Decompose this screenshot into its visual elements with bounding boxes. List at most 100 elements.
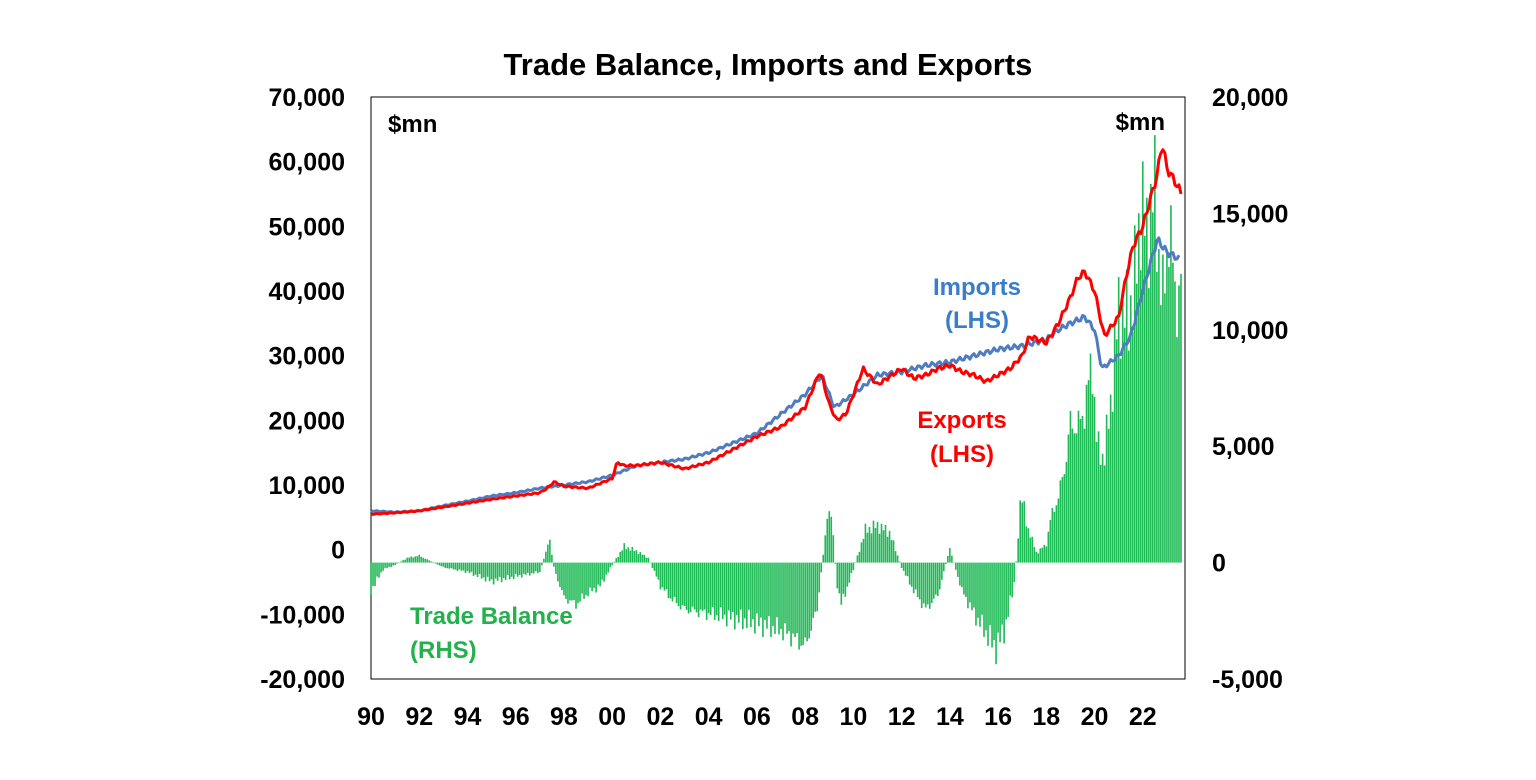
trade-balance-bar xyxy=(979,562,981,627)
trade-balance-bar xyxy=(729,562,732,620)
x-tick-label: 04 xyxy=(695,703,723,731)
trade-balance-bar xyxy=(1005,562,1007,620)
trade-balance-bar xyxy=(446,562,449,569)
trade-balance-bar xyxy=(1035,551,1038,563)
trade-balance-bar xyxy=(641,554,644,563)
trade-balance-bar xyxy=(665,562,668,590)
trade-balance-bar xyxy=(715,562,718,616)
trade-balance-bar xyxy=(565,562,567,599)
trade-balance-bar xyxy=(894,551,897,563)
trade-balance-bar xyxy=(985,562,987,631)
trade-balance-bar xyxy=(800,562,802,646)
trade-balance-bar xyxy=(1139,270,1142,563)
trade-balance-bar xyxy=(1093,396,1096,563)
trade-balance-bar xyxy=(629,550,632,563)
trade-balance-bar xyxy=(597,562,599,585)
trade-balance-bar xyxy=(760,562,762,618)
trade-balance-bar xyxy=(591,562,593,592)
trade-balance-bar xyxy=(478,562,481,574)
trade-balance-bar xyxy=(1077,410,1080,563)
trade-balance-bar xyxy=(822,554,825,563)
trade-balance-bar xyxy=(452,562,455,570)
trade-balance-bar xyxy=(866,532,869,563)
trade-balance-bar xyxy=(1051,507,1054,563)
trade-balance-bar xyxy=(476,562,479,577)
trade-balance-bar xyxy=(872,520,875,563)
trade-balance-bar xyxy=(464,562,467,573)
trade-balance-bar xyxy=(683,562,686,606)
trade-balance-bar xyxy=(1021,502,1024,563)
x-tick-label: 20 xyxy=(1081,703,1109,731)
trade-balance-bar xyxy=(874,528,877,563)
trade-balance-bar xyxy=(657,562,660,580)
trade-balance-bar xyxy=(500,562,503,583)
trade-balance-bar xyxy=(585,562,587,596)
trade-balance-bar xyxy=(804,562,806,638)
trade-balance-bar xyxy=(1023,501,1026,563)
trade-balance-bar xyxy=(1037,553,1040,563)
trade-balance-bar xyxy=(1027,528,1030,563)
trade-balance-bar xyxy=(450,562,453,569)
trade-balance-bar xyxy=(579,562,581,602)
trade-balance-bar xyxy=(388,562,390,567)
trade-balance-bar xyxy=(557,562,559,582)
trade-balance-bar xyxy=(635,550,638,563)
trade-balance-bar xyxy=(890,540,893,563)
trade-balance-bar xyxy=(502,562,505,579)
trade-balance-bar xyxy=(1127,350,1130,563)
trade-balance-bar xyxy=(1013,562,1015,583)
trade-balance-bar xyxy=(1003,562,1005,644)
trade-balance-bar xyxy=(1033,547,1036,563)
trade-balance-bar xyxy=(567,562,569,604)
trade-balance-bar xyxy=(973,562,975,608)
trade-balance-bar xyxy=(1152,212,1154,563)
trade-balance-bar xyxy=(627,547,630,563)
x-tick-label: 90 xyxy=(357,703,385,731)
trade-balance-bar xyxy=(1081,415,1084,563)
trade-balance-bar xyxy=(1047,531,1050,563)
trade-balance-bar xyxy=(1039,548,1042,563)
trade-balance-bar xyxy=(1133,225,1136,563)
trade-balance-bar xyxy=(858,551,861,563)
trade-balance-bar xyxy=(924,562,927,608)
trade-balance-bar xyxy=(1180,273,1182,563)
trade-balance-bar xyxy=(458,562,461,570)
trade-balance-bar xyxy=(945,562,947,565)
trade-balance-bar xyxy=(539,562,541,573)
trade-balance-bar xyxy=(824,535,827,563)
trade-balance-bar xyxy=(506,562,509,576)
trade-balance-bar xyxy=(955,562,957,570)
trade-balance-bar xyxy=(908,562,911,585)
trade-balance-bar xyxy=(1049,519,1052,563)
trade-balance-bar xyxy=(878,533,881,563)
trade-balance-bar xyxy=(1115,339,1118,563)
trade-balance-bar xyxy=(721,562,724,620)
trade-balance-bar xyxy=(864,523,867,563)
trade-balance-bar xyxy=(892,540,895,563)
trade-balance-bar xyxy=(727,562,730,611)
trade-balance-bar xyxy=(581,562,583,594)
trade-balance-bar xyxy=(784,562,786,624)
trade-balance-bar xyxy=(977,562,979,618)
trade-balance-bar xyxy=(733,562,736,630)
x-axis: 90 92 94 96 98 00 02 04 06 08 10 12 14 16 18 20 22 xyxy=(357,703,1157,731)
trade-balance-bar xyxy=(1053,511,1056,563)
right-tick-label: 10,000 xyxy=(1212,317,1288,345)
trade-balance-bar xyxy=(868,526,871,563)
trade-balance-bar xyxy=(959,562,961,586)
trade-balance-bar xyxy=(776,562,778,618)
x-tick-label: 16 xyxy=(984,703,1012,731)
trade-balance-bar xyxy=(543,558,545,563)
trade-balance-bar xyxy=(961,562,963,588)
trade-balance-bar xyxy=(432,562,435,563)
x-tick-label: 92 xyxy=(405,703,433,731)
trade-balance-bar xyxy=(587,562,589,597)
trade-balance-bar xyxy=(1045,546,1048,563)
trade-balance-bar xyxy=(380,562,382,573)
trade-balance-bar xyxy=(906,562,909,577)
trade-balance-bar xyxy=(1041,547,1044,563)
trade-balance-bar xyxy=(623,543,626,563)
trade-balance-bar xyxy=(840,562,843,605)
chart-title: Trade Balance, Imports and Exports xyxy=(504,47,1033,82)
